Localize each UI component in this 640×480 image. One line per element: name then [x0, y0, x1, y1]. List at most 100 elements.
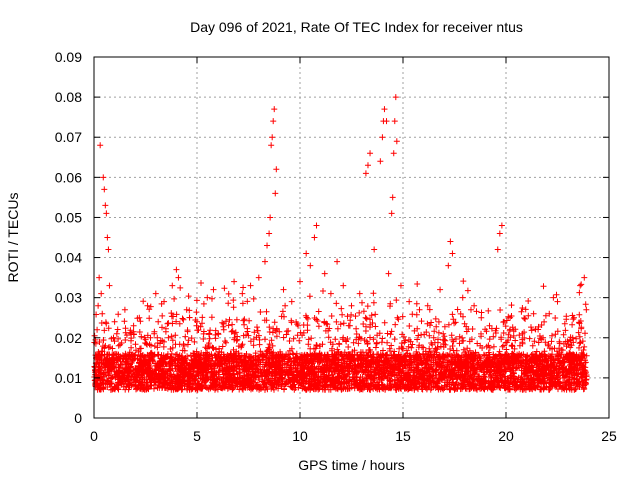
data-point: [540, 334, 547, 341]
data-point: [261, 258, 268, 265]
y-tick-label: 0.04: [55, 250, 82, 266]
data-point: [445, 262, 452, 269]
data-point: [362, 170, 369, 177]
data-point: [385, 270, 392, 277]
data-point: [583, 306, 590, 313]
data-point: [371, 246, 378, 253]
data-point: [175, 274, 182, 281]
data-point: [570, 314, 577, 321]
data-point: [272, 190, 279, 197]
data-point: [268, 142, 275, 149]
data-point: [280, 286, 287, 293]
x-tick-label: 10: [292, 428, 308, 444]
y-tick-label: 0.06: [55, 169, 82, 185]
data-point: [348, 302, 355, 309]
data-point: [121, 306, 128, 313]
data-point: [98, 290, 105, 297]
data-point: [210, 286, 217, 293]
data-point: [266, 230, 273, 237]
data-point: [519, 330, 526, 337]
data-point: [550, 294, 557, 301]
data-point: [303, 250, 310, 257]
data-point: [498, 222, 505, 229]
data-point: [102, 202, 109, 209]
x-tick-label: 20: [498, 428, 514, 444]
data-point: [273, 166, 280, 173]
data-point: [391, 118, 398, 125]
data-point: [379, 134, 386, 141]
data-point: [459, 294, 466, 301]
data-point: [144, 302, 151, 309]
data-point: [449, 250, 456, 257]
data-point: [220, 326, 227, 333]
data-point: [467, 306, 474, 313]
data-point: [161, 298, 168, 305]
data-point: [136, 314, 143, 321]
data-point: [105, 246, 112, 253]
data-point: [486, 322, 493, 329]
data-point: [364, 162, 371, 169]
data-point: [173, 266, 180, 273]
x-tick-label: 0: [90, 428, 98, 444]
data-point: [307, 262, 314, 269]
data-point: [390, 150, 397, 157]
data-point: [231, 278, 238, 285]
data-point: [267, 214, 274, 221]
data-point: [106, 282, 113, 289]
data-point: [271, 106, 278, 113]
data-point: [103, 210, 110, 217]
data-point: [424, 302, 431, 309]
data-point: [313, 222, 320, 229]
data-point: [183, 306, 190, 313]
data-point: [100, 174, 107, 181]
data-point: [554, 298, 561, 305]
x-tick-label: 5: [193, 428, 201, 444]
data-point: [529, 342, 536, 349]
y-tick-label: 0.02: [55, 330, 82, 346]
data-point: [581, 274, 588, 281]
data-point: [546, 310, 553, 317]
y-tick-label: 0.03: [55, 290, 82, 306]
data-point: [288, 298, 295, 305]
data-point: [92, 366, 99, 373]
data-point: [169, 282, 176, 289]
y-tick-label: 0.07: [55, 129, 82, 145]
data-point: [264, 242, 271, 249]
data-point: [239, 290, 246, 297]
data-point: [111, 318, 118, 325]
data-point: [327, 290, 334, 297]
data-point: [478, 314, 485, 321]
y-tick-label: 0.08: [55, 89, 82, 105]
data-point: [334, 258, 341, 265]
data-point: [297, 278, 303, 285]
chart-title: Day 096 of 2021, Rate Of TEC Index for r…: [190, 19, 523, 35]
x-tick-label: 25: [601, 428, 617, 444]
data-point: [416, 306, 423, 313]
data-point: [340, 282, 347, 289]
data-point: [94, 326, 101, 333]
data-point: [577, 282, 584, 289]
axis-ticks: 0 5 10 15 20 25 0 0.01 0.02 0.03 0.04 0.05 0.06 0.07 0…: [55, 49, 617, 444]
data-point: [388, 210, 395, 217]
data-point: [392, 94, 399, 101]
y-tick-label: 0.09: [55, 49, 82, 65]
data-point: [507, 314, 514, 321]
x-tick-label: 15: [395, 428, 411, 444]
data-point: [356, 290, 363, 297]
data-point: [247, 282, 254, 289]
data-point: [269, 134, 276, 141]
data-point: [494, 246, 501, 253]
data-point: [321, 270, 328, 277]
y-tick-label: 0.01: [55, 370, 82, 386]
y-tick-label: 0: [74, 410, 82, 426]
y-axis-label: ROTI / TECUs: [5, 193, 21, 283]
data-point: [383, 118, 390, 125]
data-point: [562, 338, 569, 345]
data-point: [152, 290, 159, 297]
data-point: [311, 234, 318, 241]
data-point: [96, 274, 103, 281]
data-point: [104, 234, 111, 241]
data-point: [255, 274, 262, 281]
